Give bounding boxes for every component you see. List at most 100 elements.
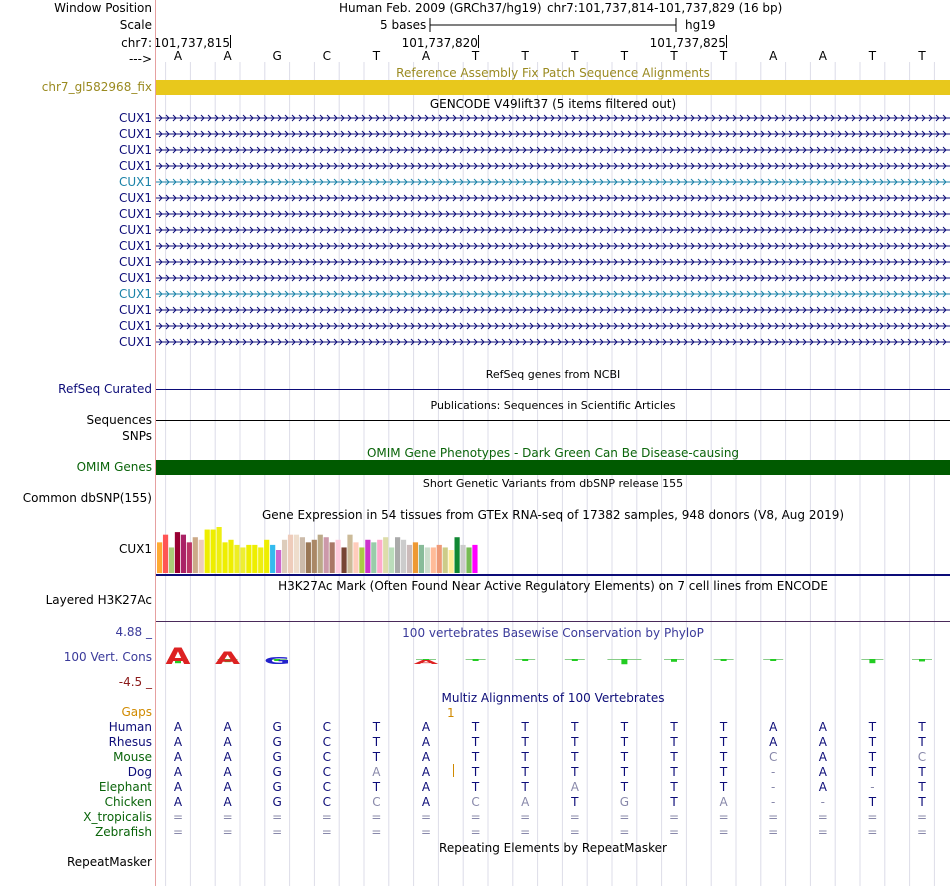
alignment-base: C: [917, 750, 927, 764]
position-label: chr7:101,737,814-101,737,829 (16 bp): [547, 1, 783, 15]
alignment-base: T: [620, 720, 629, 734]
gtex-tissue-bar: [424, 547, 430, 573]
refseq-track-label[interactable]: RefSeq Curated: [58, 382, 152, 396]
gtex-tissue-bar: [258, 547, 264, 573]
gencode-transcript-label[interactable]: CUX1: [118, 143, 152, 157]
publications-track-title: Publications: Sequences in Scientific Ar…: [430, 399, 676, 412]
gencode-transcript-label[interactable]: CUX1: [118, 207, 152, 221]
alignment-base: T: [868, 765, 877, 779]
alignment-base: T: [521, 780, 529, 794]
gencode-transcript-line: [156, 130, 950, 138]
cons-scale-max: 4.88 _: [115, 625, 152, 639]
fix-patch-track-label[interactable]: chr7_gl582968_fix: [41, 80, 152, 94]
species-label[interactable]: Human: [108, 720, 152, 734]
refseq-line[interactable]: [156, 389, 950, 390]
gtex-tissue-bar: [442, 547, 448, 573]
alignment-base: T: [868, 750, 877, 764]
species-label[interactable]: Elephant: [98, 780, 152, 794]
omim-track-label[interactable]: OMIM Genes: [76, 460, 152, 474]
alignment-base: =: [619, 810, 630, 824]
alignment-base: =: [222, 825, 233, 839]
gencode-transcript-label[interactable]: CUX1: [118, 175, 152, 189]
alignment-base: A: [818, 720, 827, 734]
species-label[interactable]: Zebrafish: [95, 825, 152, 839]
omim-bar[interactable]: [156, 460, 950, 475]
alignment-base: G: [272, 795, 282, 809]
reference-base: T: [372, 49, 381, 63]
gencode-transcript-label[interactable]: CUX1: [118, 271, 152, 285]
alignment-base: A: [818, 765, 827, 779]
h3k27ac-track-label[interactable]: Layered H3K27Ac: [45, 593, 152, 607]
phylop-score-bar: [274, 659, 281, 661]
species-label[interactable]: Chicken: [104, 795, 152, 809]
scale-bar: [429, 18, 677, 32]
gtex-tissue-bar: [418, 544, 424, 573]
gencode-transcript-label[interactable]: CUX1: [118, 303, 152, 317]
alignment-base: A: [521, 795, 530, 809]
alignment-base: -: [870, 780, 875, 794]
alignment-base: T: [620, 780, 629, 794]
alignment-base: -: [820, 795, 825, 809]
coordinate-tick: [229, 35, 231, 48]
dbsnp-track-label[interactable]: Common dbSNP(155): [22, 491, 152, 505]
species-label[interactable]: Rhesus: [108, 735, 152, 749]
gencode-transcript-label[interactable]: CUX1: [118, 159, 152, 173]
gencode-transcripts[interactable]: [156, 112, 950, 368]
alignment-base: =: [817, 810, 828, 824]
gtex-tissue-bar: [270, 544, 276, 573]
gtex-tissue-bar: [240, 547, 246, 573]
gencode-transcript-label[interactable]: CUX1: [118, 111, 152, 125]
gencode-transcript-label[interactable]: CUX1: [118, 287, 152, 301]
gencode-transcript-label[interactable]: CUX1: [118, 223, 152, 237]
phylop-score-bar: [522, 659, 529, 661]
phylop-score-bar: [919, 659, 925, 662]
sequences-track-label[interactable]: Sequences: [86, 413, 152, 427]
snps-track-label[interactable]: SNPs: [122, 429, 152, 443]
gencode-transcript-line: [156, 306, 950, 314]
gencode-transcript-label[interactable]: CUX1: [118, 255, 152, 269]
reference-base: T: [719, 49, 728, 63]
alignment-base: T: [471, 735, 480, 749]
gencode-transcript-label[interactable]: CUX1: [118, 127, 152, 141]
phylop-score-bar: [224, 659, 231, 663]
alignment-base: A: [421, 720, 431, 734]
gencode-transcript-label[interactable]: CUX1: [118, 239, 152, 253]
alignment-base: T: [719, 720, 728, 734]
sequences-line[interactable]: [156, 420, 950, 421]
alignment-base: T: [471, 765, 480, 779]
species-label[interactable]: Mouse: [113, 750, 152, 764]
alignment-base: A: [372, 765, 381, 779]
alignment-base: A: [223, 750, 232, 764]
alignment-base: A: [173, 735, 183, 749]
gencode-transcript-label[interactable]: CUX1: [118, 191, 152, 205]
alignment-base: A: [223, 720, 232, 734]
gaps-label: Gaps: [121, 705, 152, 719]
alignment-base: A: [173, 750, 183, 764]
alignment-base: =: [272, 825, 283, 839]
fix-patch-bar[interactable]: [156, 80, 950, 95]
gencode-transcript-label[interactable]: CUX1: [118, 319, 152, 333]
alignment-base: T: [918, 765, 926, 779]
reference-base: A: [769, 49, 778, 63]
genome-browser-image[interactable]: Human Feb. 2009 (GRCh37/hg19) chr7:101,7…: [156, 0, 950, 886]
gtex-gene-label[interactable]: CUX1: [118, 542, 152, 556]
alignment-base: =: [470, 810, 481, 824]
alignment-base: T: [719, 765, 728, 779]
alignment-base: T: [719, 780, 728, 794]
cons-track-label[interactable]: 100 Vert. Cons: [63, 650, 152, 664]
alignment-base: A: [223, 780, 232, 794]
species-label[interactable]: Dog: [127, 765, 152, 779]
alignment-base: =: [916, 810, 928, 824]
coordinate-tick: [725, 35, 727, 48]
gencode-transcript-label[interactable]: CUX1: [118, 335, 152, 349]
gtex-tissue-bar: [180, 534, 186, 573]
gtex-bar-chart[interactable]: [156, 522, 950, 577]
alignment-base: T: [372, 720, 381, 734]
coordinate-tick: [477, 35, 479, 48]
alignment-base: T: [521, 735, 529, 749]
species-label[interactable]: X_tropicalis: [83, 810, 152, 824]
repeatmasker-track-label[interactable]: RepeatMasker: [66, 855, 152, 869]
alignment-base: G: [272, 750, 282, 764]
alignment-base: =: [470, 825, 481, 839]
